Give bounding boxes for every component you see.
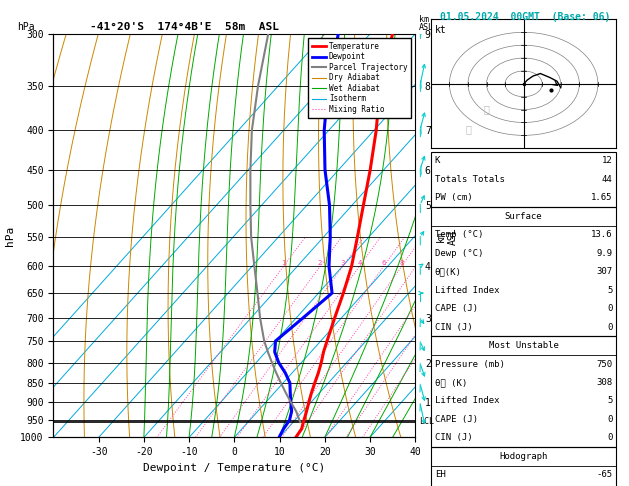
Text: kt: kt: [435, 25, 447, 35]
Text: LCL: LCL: [419, 417, 434, 427]
Text: 13.6: 13.6: [591, 230, 613, 239]
Text: 44: 44: [602, 175, 613, 184]
Text: 307: 307: [596, 267, 613, 276]
Text: 0: 0: [607, 415, 613, 424]
Text: 2: 2: [318, 260, 322, 266]
Text: PW (cm): PW (cm): [435, 193, 472, 202]
Text: Dewp (°C): Dewp (°C): [435, 249, 483, 258]
Text: Temp (°C): Temp (°C): [435, 230, 483, 239]
Text: ⭕: ⭕: [484, 104, 489, 115]
Text: 9.9: 9.9: [596, 249, 613, 258]
Text: Pressure (mb): Pressure (mb): [435, 360, 504, 368]
Text: 5: 5: [607, 286, 613, 295]
Text: 6: 6: [382, 260, 386, 266]
Text: -65: -65: [596, 470, 613, 479]
Text: 3: 3: [340, 260, 345, 266]
Text: 01.05.2024  00GMT  (Base: 06): 01.05.2024 00GMT (Base: 06): [440, 12, 610, 22]
Text: θᴇ (K): θᴇ (K): [435, 378, 467, 387]
Text: EH: EH: [435, 470, 445, 479]
Text: θᴇ(K): θᴇ(K): [435, 267, 462, 276]
Text: 4: 4: [357, 260, 362, 266]
Text: CIN (J): CIN (J): [435, 434, 472, 442]
Text: 0: 0: [607, 304, 613, 313]
Text: Surface: Surface: [505, 212, 542, 221]
Text: Hodograph: Hodograph: [499, 452, 548, 461]
Text: 0: 0: [607, 323, 613, 331]
Text: 8: 8: [399, 260, 404, 266]
Text: 308: 308: [596, 378, 613, 387]
Text: CIN (J): CIN (J): [435, 323, 472, 331]
Y-axis label: hPa: hPa: [4, 226, 14, 246]
Text: CAPE (J): CAPE (J): [435, 415, 477, 424]
Text: Lifted Index: Lifted Index: [435, 286, 499, 295]
Text: 5: 5: [607, 397, 613, 405]
Text: hPa: hPa: [18, 22, 35, 32]
Text: K: K: [435, 156, 440, 165]
X-axis label: Dewpoint / Temperature (°C): Dewpoint / Temperature (°C): [143, 463, 325, 473]
Text: 12: 12: [602, 156, 613, 165]
Text: -41°20'S  174°4B'E  58m  ASL: -41°20'S 174°4B'E 58m ASL: [89, 22, 279, 32]
Text: CAPE (J): CAPE (J): [435, 304, 477, 313]
Legend: Temperature, Dewpoint, Parcel Trajectory, Dry Adiabat, Wet Adiabat, Isotherm, Mi: Temperature, Dewpoint, Parcel Trajectory…: [308, 38, 411, 118]
Text: Totals Totals: Totals Totals: [435, 175, 504, 184]
Text: 1: 1: [281, 260, 286, 266]
Text: 0: 0: [607, 434, 613, 442]
Text: km
ASL: km ASL: [419, 15, 434, 32]
Text: ⭕: ⭕: [465, 124, 471, 134]
Text: 750: 750: [596, 360, 613, 368]
Text: Most Unstable: Most Unstable: [489, 341, 559, 350]
Text: 1.65: 1.65: [591, 193, 613, 202]
Text: Lifted Index: Lifted Index: [435, 397, 499, 405]
Y-axis label: km
ASL: km ASL: [437, 227, 458, 244]
